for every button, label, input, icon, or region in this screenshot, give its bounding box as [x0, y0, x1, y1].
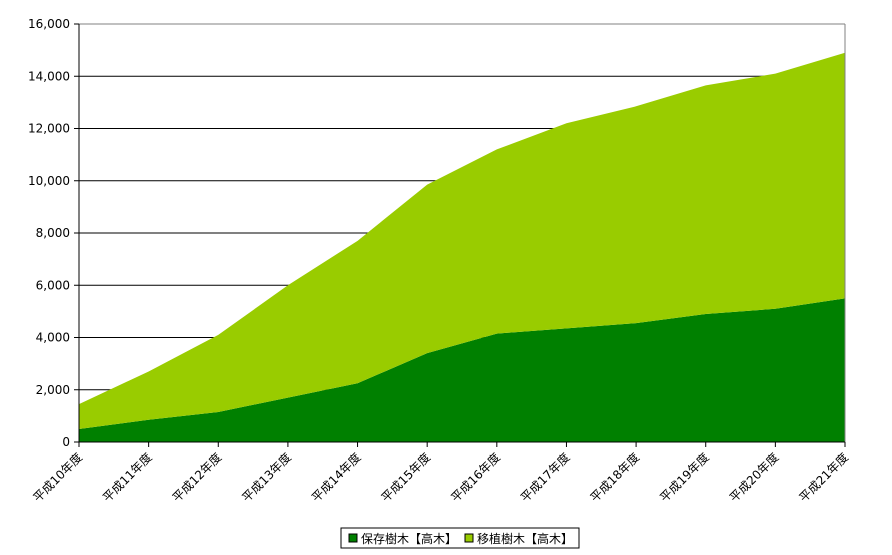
x-tick-label: 平成17年度 [517, 450, 572, 505]
y-tick-label: 2,000 [36, 383, 70, 397]
area-series [79, 52, 845, 442]
x-tick-label: 平成16年度 [448, 450, 503, 505]
y-tick-label: 10,000 [28, 174, 70, 188]
x-tick-label: 平成18年度 [587, 450, 642, 505]
area-series-2 [79, 52, 845, 429]
legend-swatch-1 [348, 533, 358, 543]
x-tick-label: 平成14年度 [308, 450, 363, 505]
y-tick-label: 14,000 [28, 69, 70, 83]
x-tick-label: 平成19年度 [656, 450, 711, 505]
x-tick-label: 平成15年度 [378, 450, 433, 505]
y-tick-label: 0 [62, 435, 70, 449]
legend-label-2: 移植樹木【高木】 [477, 531, 573, 546]
x-tick-label: 平成12年度 [169, 450, 224, 505]
y-tick-label: 6,000 [36, 278, 70, 292]
x-tick-label: 平成13年度 [239, 450, 294, 505]
x-tick-label: 平成10年度 [30, 450, 85, 505]
y-tick-label: 12,000 [28, 122, 70, 136]
y-tick-label: 4,000 [36, 331, 70, 345]
x-tick-label: 平成20年度 [726, 450, 781, 505]
y-tick-labels: 0 2,000 4,000 6,000 8,000 10,000 12,000 14,000 1… [28, 17, 70, 449]
legend-box [340, 527, 580, 549]
y-tick-label: 8,000 [36, 226, 70, 240]
legend-swatch-2 [464, 533, 474, 543]
area-series-1 [79, 298, 845, 442]
x-tick-label: 平成21年度 [796, 450, 851, 505]
x-tick-label: 平成11年度 [99, 450, 154, 505]
x-tick-labels: 平成10年度 平成11年度 平成12年度 平成13年度 平成14年度 平成15年度 平成16… [30, 450, 851, 505]
axes [74, 23, 846, 447]
legend: 保存樹木【高木】 移植樹木【高木】 [340, 527, 580, 549]
legend-label-1: 保存樹木【高木】 [361, 531, 457, 546]
y-tick-label: 16,000 [28, 17, 70, 31]
